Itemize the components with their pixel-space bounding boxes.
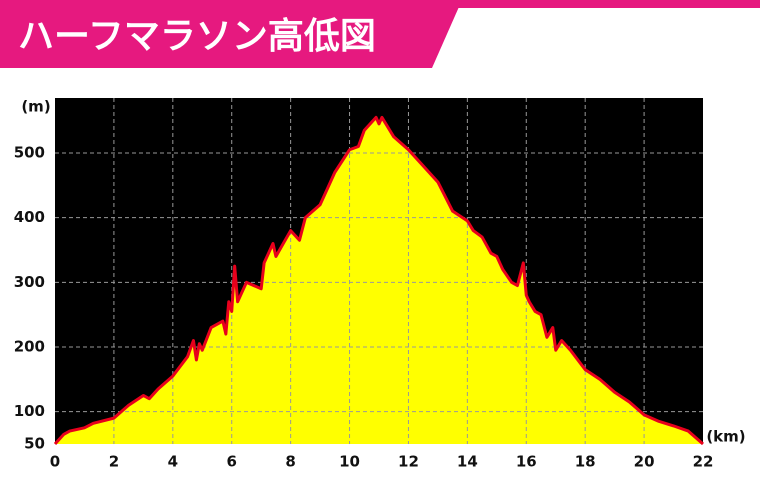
- x-tick-label: 2: [109, 453, 119, 471]
- x-tick-label: 12: [398, 453, 419, 471]
- x-tick-label: 10: [339, 453, 360, 471]
- y-axis-label: (m): [21, 98, 50, 116]
- title-banner: [0, 0, 462, 68]
- y-tick-label: 200: [14, 337, 45, 355]
- x-tick-label: 22: [693, 453, 714, 471]
- x-tick-label: 8: [285, 453, 295, 471]
- chart-title: ハーフマラソン高低図: [18, 16, 376, 57]
- area-fill: [55, 117, 703, 445]
- y-tick-label: 50: [24, 435, 45, 453]
- y-tick-label: 300: [14, 273, 45, 291]
- y-tick-label: 500: [14, 143, 45, 161]
- x-tick-label: 0: [50, 453, 60, 471]
- x-tick-label: 20: [634, 453, 655, 471]
- x-tick-label: 16: [516, 453, 537, 471]
- x-tick-label: 14: [457, 453, 478, 471]
- x-axis-label: (km): [706, 428, 745, 446]
- x-tick-label: 4: [168, 453, 178, 471]
- y-tick-label: 100: [14, 402, 45, 420]
- x-tick-label: 18: [575, 453, 596, 471]
- area-line: [53, 115, 704, 446]
- x-tick-label: 6: [227, 453, 237, 471]
- y-tick-label: 400: [14, 208, 45, 226]
